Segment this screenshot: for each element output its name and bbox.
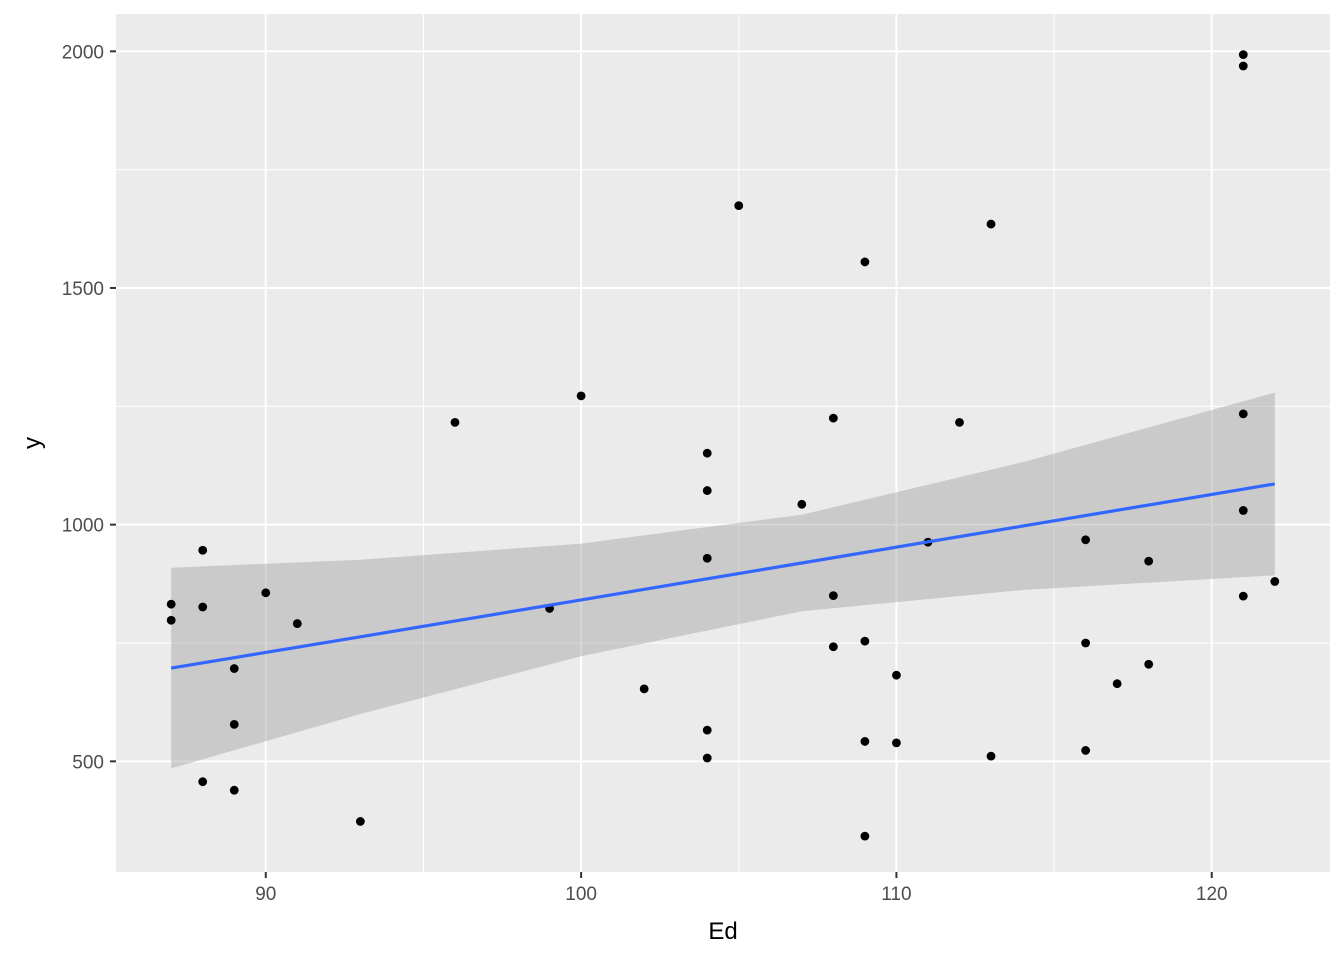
data-point — [702, 448, 712, 458]
data-point — [986, 751, 996, 761]
data-point — [1081, 638, 1091, 648]
data-point — [1238, 50, 1248, 60]
data-point — [229, 785, 239, 795]
data-point — [702, 753, 712, 763]
data-point — [828, 413, 838, 423]
x-axis-ticks: 90 100 110 120 — [255, 872, 1228, 905]
data-point — [986, 219, 996, 229]
data-point — [229, 720, 239, 729]
y-axis-ticks: 500 1000 1500 2000 — [62, 42, 116, 773]
data-point — [892, 738, 901, 748]
data-point — [1238, 506, 1248, 515]
data-point — [860, 831, 870, 841]
data-point — [1238, 61, 1248, 71]
data-point — [355, 817, 365, 826]
y-tick-label: 2000 — [62, 42, 104, 63]
major-gridlines — [116, 14, 1330, 872]
data-point — [892, 670, 901, 680]
data-point — [261, 588, 271, 598]
data-point — [1144, 556, 1154, 566]
data-point — [166, 599, 176, 609]
data-point — [198, 602, 208, 612]
x-axis-title: Ed — [708, 918, 737, 945]
data-point — [1081, 535, 1091, 545]
y-tick-label: 500 — [72, 752, 104, 773]
data-point — [860, 257, 870, 267]
data-point — [198, 545, 208, 555]
data-point — [860, 737, 870, 746]
data-point — [1112, 679, 1122, 689]
data-point — [828, 591, 838, 601]
y-tick-label: 1000 — [62, 516, 104, 537]
data-point — [828, 642, 838, 652]
data-point — [229, 664, 239, 673]
confidence-band — [171, 392, 1275, 769]
x-tick-label: 90 — [255, 884, 276, 905]
y-tick-label: 1500 — [62, 279, 104, 300]
data-point — [292, 619, 302, 628]
data-point — [860, 636, 870, 646]
data-point — [1144, 659, 1154, 669]
y-axis-title: y — [19, 437, 46, 449]
data-point — [1270, 577, 1280, 586]
data-point — [702, 553, 712, 563]
data-point — [198, 777, 208, 787]
data-point — [166, 615, 176, 625]
plot-panel — [116, 14, 1330, 872]
x-tick-label: 100 — [565, 884, 597, 905]
data-point — [639, 684, 649, 694]
x-tick-label: 110 — [881, 884, 911, 905]
data-point — [1081, 746, 1091, 755]
data-point — [955, 418, 964, 427]
data-point — [734, 201, 744, 211]
data-point — [797, 499, 807, 509]
x-tick-label: 120 — [1196, 884, 1228, 905]
data-point — [1238, 409, 1248, 419]
regression-line — [170, 482, 1276, 670]
data-point — [576, 391, 586, 401]
data-point — [450, 418, 460, 427]
data-point — [1238, 591, 1248, 601]
data-point — [702, 486, 712, 495]
data-point — [702, 725, 712, 735]
